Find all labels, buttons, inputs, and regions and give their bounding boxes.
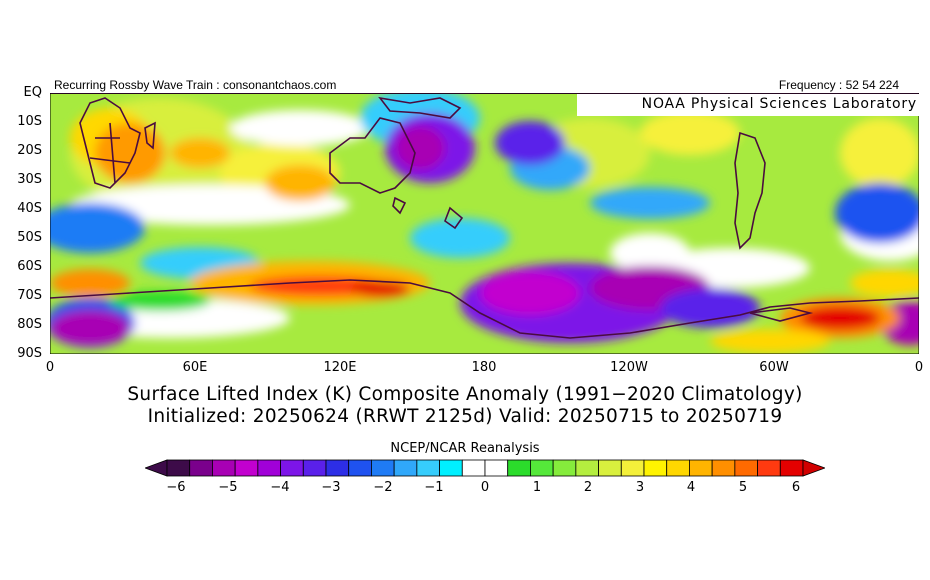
colorbar-right-arrow bbox=[802, 459, 825, 477]
lon-label: 120E bbox=[323, 360, 357, 375]
colorbar-swatch bbox=[779, 459, 804, 477]
colorbar-swatch bbox=[484, 459, 509, 477]
lat-label: 10S bbox=[17, 114, 42, 129]
anomaly-map bbox=[50, 93, 919, 354]
lat-label: 30S bbox=[17, 172, 42, 187]
colorbar-swatch bbox=[234, 459, 259, 477]
lat-label: 60S bbox=[17, 259, 42, 274]
colorbar-label: 2 bbox=[583, 480, 593, 495]
lon-label: 60W bbox=[759, 360, 789, 375]
colorbar-swatch bbox=[666, 459, 690, 477]
frequency-label: Frequency : 52 54 224 bbox=[778, 78, 899, 92]
lon-label: 0 bbox=[45, 360, 55, 375]
colorbar-label: 0 bbox=[480, 480, 490, 495]
colorbar-swatch bbox=[461, 459, 486, 477]
colorbar-swatch bbox=[734, 459, 758, 477]
colorbar-label: 6 bbox=[791, 480, 801, 495]
colorbar-swatch bbox=[552, 459, 577, 477]
colorbar-swatch bbox=[439, 459, 463, 477]
colorbar-swatch bbox=[371, 459, 395, 477]
lon-label: 180 bbox=[471, 360, 497, 375]
colorbar-swatch bbox=[757, 459, 781, 477]
colorbar-label: −3 bbox=[321, 480, 341, 495]
lab-label-box bbox=[577, 94, 919, 116]
colorbar-swatch bbox=[280, 459, 304, 477]
colorbar-swatch bbox=[189, 459, 213, 477]
colorbar-swatch bbox=[620, 459, 645, 477]
lat-label: 50S bbox=[17, 230, 42, 245]
colorbar-label: −4 bbox=[270, 480, 290, 495]
anomaly-field bbox=[50, 93, 919, 353]
colorbar-left-arrow bbox=[145, 459, 168, 477]
colorbar bbox=[145, 459, 825, 477]
colorbar-label: 4 bbox=[686, 480, 696, 495]
colorbar-swatch bbox=[348, 459, 372, 477]
colorbar-swatch bbox=[212, 459, 236, 477]
lat-label: EQ bbox=[23, 85, 42, 100]
colorbar-label: 1 bbox=[532, 480, 542, 495]
colorbar-swatch bbox=[416, 459, 440, 477]
colorbar-title: NCEP/NCAR Reanalysis bbox=[390, 441, 540, 456]
lon-label: 60E bbox=[182, 360, 208, 375]
colorbar-swatch bbox=[393, 459, 418, 477]
colorbar-label: 3 bbox=[635, 480, 645, 495]
lat-label: 90S bbox=[17, 346, 42, 361]
colorbar-swatch bbox=[257, 459, 281, 477]
colorbar-swatch bbox=[325, 459, 350, 477]
lat-label: 40S bbox=[17, 201, 42, 216]
lat-label: 80S bbox=[17, 317, 42, 332]
colorbar-swatches bbox=[166, 459, 804, 477]
colorbar-swatch bbox=[689, 459, 713, 477]
colorbar-label: −2 bbox=[373, 480, 393, 495]
colorbar-swatch bbox=[643, 459, 668, 477]
colorbar-swatch bbox=[598, 459, 622, 477]
map-subtitle: Initialized: 20250624 (RRWT 2125d) Valid… bbox=[147, 406, 783, 427]
map-title: Surface Lifted Index (K) Composite Anoma… bbox=[127, 384, 803, 405]
lon-label: 120W bbox=[610, 360, 648, 375]
colorbar-swatch bbox=[507, 459, 531, 477]
map-subtitle-left: Recurring Rossby Wave Train : consonantc… bbox=[54, 78, 337, 92]
colorbar-label: −1 bbox=[424, 480, 444, 495]
lat-label: 70S bbox=[17, 288, 42, 303]
colorbar-swatch bbox=[302, 459, 327, 477]
colorbar-swatch bbox=[166, 459, 191, 477]
colorbar-swatch bbox=[575, 459, 599, 477]
colorbar-swatch bbox=[711, 459, 736, 477]
lat-label: 20S bbox=[17, 143, 42, 158]
colorbar-swatch bbox=[530, 459, 554, 477]
coastlines bbox=[50, 96, 919, 339]
colorbar-label: −5 bbox=[218, 480, 238, 495]
lab-label: NOAA Physical Sciences Laboratory bbox=[641, 96, 917, 112]
colorbar-label: 5 bbox=[738, 480, 748, 495]
colorbar-label: −6 bbox=[166, 480, 186, 495]
lon-label: 0 bbox=[914, 360, 924, 375]
